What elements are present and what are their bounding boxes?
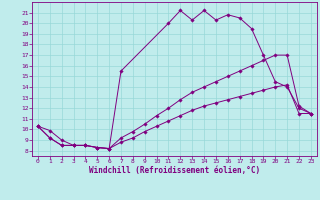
X-axis label: Windchill (Refroidissement éolien,°C): Windchill (Refroidissement éolien,°C) <box>89 166 260 175</box>
